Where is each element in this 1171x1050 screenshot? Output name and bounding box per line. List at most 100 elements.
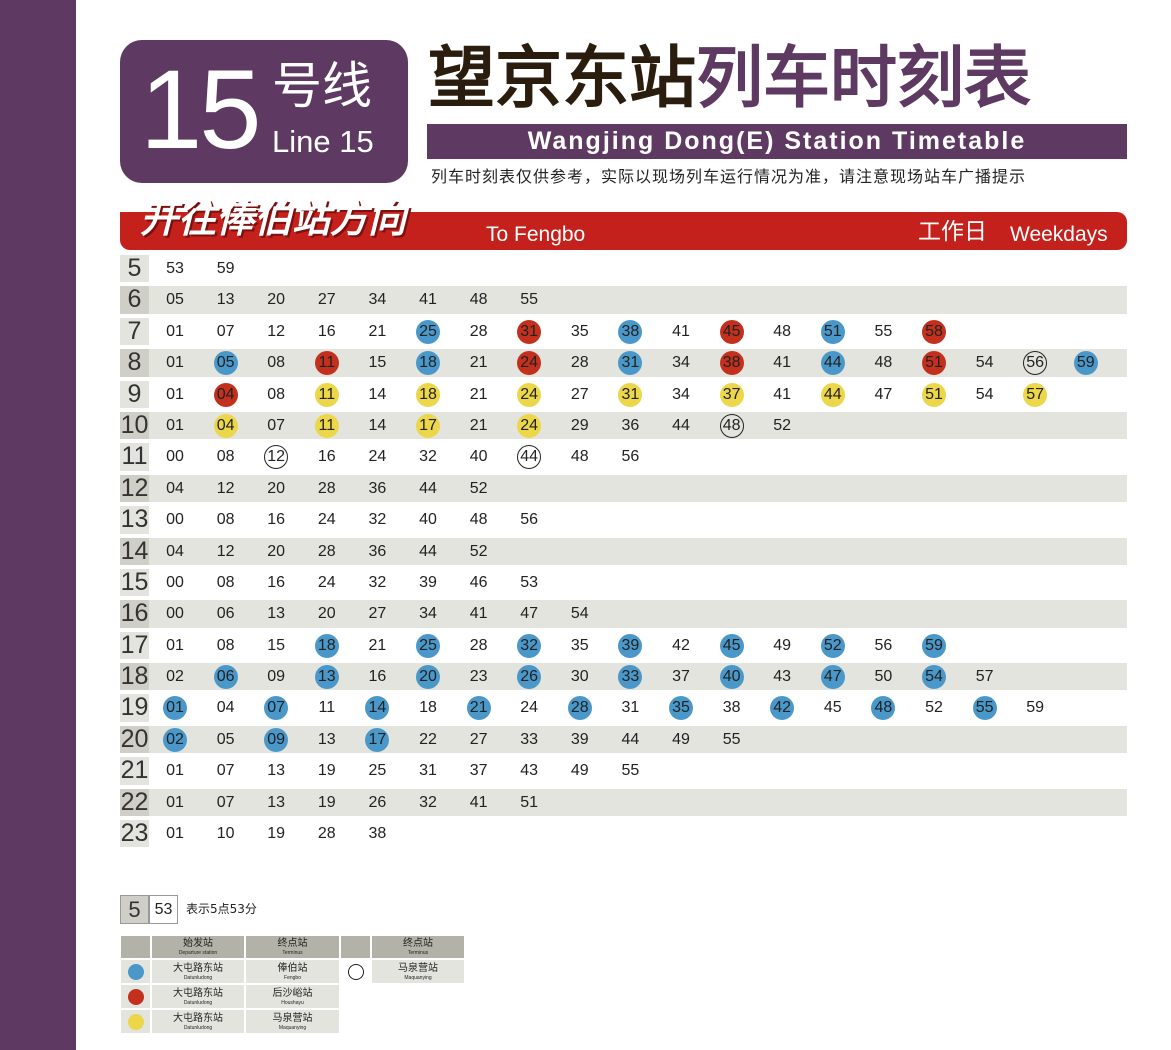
minute-cell: 51 xyxy=(520,793,539,811)
minute-cell: 20 xyxy=(267,291,286,309)
minute-cell: 27 xyxy=(368,605,387,623)
minute-cell-blue: 17 xyxy=(365,727,390,752)
timetable: 5 53 59 6 05 13 20 27 34 41 48 55 7 01 07 12 16 21 25 28 31 3… xyxy=(120,253,1127,849)
legend-header-blank-2 xyxy=(340,935,371,959)
minute-cell-blue: 47 xyxy=(820,665,845,690)
minute-cell-red: 58 xyxy=(922,319,946,344)
hour-cell: 21 xyxy=(120,756,149,785)
legend-header-departure: 始发站 Departure station xyxy=(151,935,245,959)
minute-cell-yellow: 44 xyxy=(820,382,845,407)
minute-cell: 21 xyxy=(469,354,488,372)
legend-ring-terminus-en: Maquanying xyxy=(404,975,432,981)
minute-cell-blue: 13 xyxy=(314,665,339,690)
minute-cell: 46 xyxy=(469,573,488,591)
minute-cell: 38 xyxy=(368,825,387,843)
minute-cell: 04 xyxy=(216,699,235,717)
minute-cell: 41 xyxy=(672,322,690,340)
legend-red-departure-en: Datunludong xyxy=(183,1000,213,1006)
table-row: 15 00 08 16 24 32 39 46 53 xyxy=(120,567,1127,598)
minute-cell: 47 xyxy=(874,385,893,403)
minute-cell-blue: 09 xyxy=(264,727,289,752)
minute-cell-blue: 07 xyxy=(264,696,289,721)
minute-cell: 48 xyxy=(570,448,589,466)
minute-cell: 52 xyxy=(469,479,488,497)
table-row: 23 01 10 19 28 38 xyxy=(120,818,1127,849)
minute-cell: 32 xyxy=(419,793,437,811)
table-row: 10 01 04 07 11 14 17 21 24 29 36 44 48 52 xyxy=(120,410,1127,441)
direction-en: To Fengbo xyxy=(486,223,586,246)
minute-cell: 55 xyxy=(722,730,741,748)
minute-cell: 07 xyxy=(216,322,235,340)
minute-cell: 00 xyxy=(166,573,184,591)
hour-cell: 18 xyxy=(120,662,149,691)
minute-cell: 39 xyxy=(570,730,589,748)
minute-cell: 13 xyxy=(317,730,336,748)
minute-cell: 14 xyxy=(368,385,387,403)
title-station: 望京东站 xyxy=(428,39,696,117)
minute-cell: 05 xyxy=(166,291,184,309)
legend-blue-terminus: 俸伯站 Fengbo xyxy=(245,959,340,984)
table-row: 19 01 04 07 11 14 18 21 24 28 31 35 38 42 45 48 52 55 59 xyxy=(120,692,1127,723)
legend-red-marker-cell xyxy=(120,984,151,1009)
table-row: 22 01 07 13 19 26 32 41 51 xyxy=(120,787,1127,818)
minute-cell: 55 xyxy=(520,291,539,309)
minute-cell: 52 xyxy=(925,699,943,717)
minute-cell-blue: 38 xyxy=(618,319,643,344)
legend-ring-marker-cell xyxy=(340,959,371,984)
minute-cell-yellow: 17 xyxy=(416,413,440,438)
minute-cell-blue: 05 xyxy=(213,351,238,376)
minute-cell: 04 xyxy=(166,479,184,497)
minute-cell-yellow: 24 xyxy=(517,382,542,407)
minute-cell: 35 xyxy=(570,636,589,654)
minute-cell: 20 xyxy=(267,542,286,560)
minute-cell: 37 xyxy=(672,668,690,686)
minute-cell: 07 xyxy=(267,416,286,434)
legend-header-departure-en: Departure station xyxy=(178,950,218,956)
minute-cell: 34 xyxy=(368,291,387,309)
minute-cell: 00 xyxy=(166,511,184,529)
minute-cell: 44 xyxy=(621,730,640,748)
table-row: 9 01 04 08 11 14 18 21 24 27 31 34 37 41 44 47 51 54 57 xyxy=(120,379,1127,410)
minute-cell: 25 xyxy=(368,762,387,780)
minute-cell: 45 xyxy=(823,699,842,717)
minute-cell: 28 xyxy=(317,479,336,497)
legend-red-departure: 大屯路东站 Datunludong xyxy=(151,984,245,1009)
row-background xyxy=(120,600,1127,628)
table-row: 12 04 12 20 28 36 44 52 xyxy=(120,473,1127,504)
minute-cell-blue: 28 xyxy=(567,696,592,721)
minute-cell: 44 xyxy=(419,479,437,497)
minute-cell: 11 xyxy=(318,699,336,717)
minute-cell: 07 xyxy=(216,762,235,780)
minute-cell-yellow: 51 xyxy=(922,382,946,407)
minute-cell: 01 xyxy=(166,636,184,654)
minute-cell: 28 xyxy=(469,636,488,654)
minute-cell: 21 xyxy=(469,416,488,434)
legend-ring-terminus: 马泉营站 Maquanying xyxy=(371,959,465,984)
minute-cell: 49 xyxy=(570,762,589,780)
minute-cell: 10 xyxy=(216,825,235,843)
minute-cell-blue: 55 xyxy=(972,696,997,721)
row-background xyxy=(120,286,1127,314)
minute-cell: 01 xyxy=(166,825,184,843)
minute-cell: 16 xyxy=(317,322,336,340)
minute-cell: 39 xyxy=(419,573,437,591)
minute-cell: 28 xyxy=(317,542,336,560)
ring-dot-icon xyxy=(348,964,364,980)
minute-cell: 34 xyxy=(419,605,437,623)
table-row: 20 02 05 09 13 17 22 27 33 39 44 49 55 xyxy=(120,724,1127,755)
minute-cell: 16 xyxy=(368,668,387,686)
direction-bar xyxy=(120,212,1127,250)
line-number: 15 xyxy=(140,47,262,172)
legend-example-hour: 5 xyxy=(120,895,149,924)
minute-cell: 02 xyxy=(166,668,184,686)
legend-red-terminus: 后沙峪站 Houshayu xyxy=(245,984,340,1009)
minute-cell-blue: 54 xyxy=(922,665,946,690)
minute-cell-blue: 48 xyxy=(871,696,896,721)
minute-cell: 36 xyxy=(368,542,387,560)
minute-cell: 27 xyxy=(469,730,488,748)
minute-cell-ring: 44 xyxy=(517,445,542,470)
minute-cell: 15 xyxy=(267,636,286,654)
line-badge: 15 号线 Line 15 xyxy=(120,40,408,183)
hour-cell: 5 xyxy=(120,254,149,283)
hour-cell: 12 xyxy=(120,473,149,503)
